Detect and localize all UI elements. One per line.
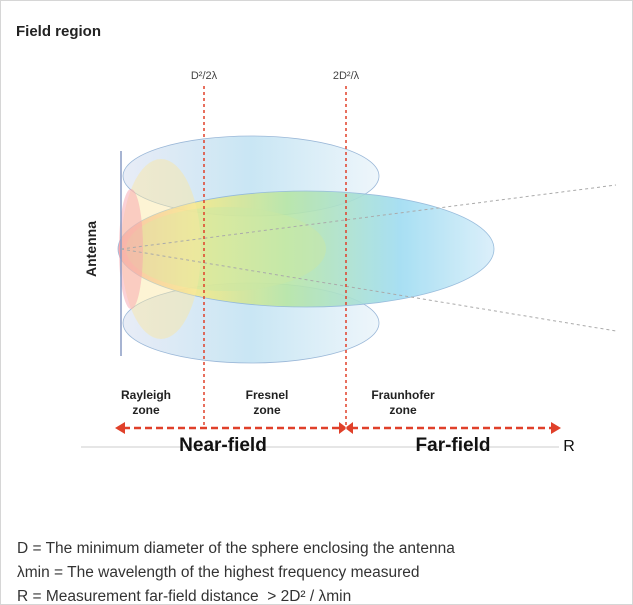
zone-label: Fresnel bbox=[246, 388, 289, 402]
near-field-label: Near-field bbox=[179, 435, 267, 456]
definition: λmin = The wavelength of the highest fre… bbox=[17, 564, 420, 581]
far-field-label: Far-field bbox=[416, 435, 491, 456]
zone-label: zone bbox=[389, 403, 417, 417]
definition: D = The minimum diameter of the sphere e… bbox=[17, 540, 455, 557]
zone-label: zone bbox=[253, 403, 281, 417]
zone-label: Rayleigh bbox=[121, 388, 171, 402]
boundary-label: 2D²/λ bbox=[333, 70, 360, 82]
field-diagram: D²/2λ 2D²/λ Antenna Rayleigh zone Fresne… bbox=[81, 70, 617, 456]
zone-label: zone bbox=[132, 403, 160, 417]
panel-title: Field region bbox=[16, 23, 102, 40]
axis-label: R bbox=[563, 438, 575, 455]
boundary-label: D²/2λ bbox=[191, 70, 218, 82]
radiation-lobes bbox=[81, 86, 617, 448]
definitions: D = The minimum diameter of the sphere e… bbox=[17, 537, 455, 605]
antenna-label: Antenna bbox=[83, 221, 99, 277]
definition: R = Measurement far-field distance > 2D²… bbox=[17, 588, 352, 605]
zone-label: Fraunhofer bbox=[371, 388, 435, 402]
